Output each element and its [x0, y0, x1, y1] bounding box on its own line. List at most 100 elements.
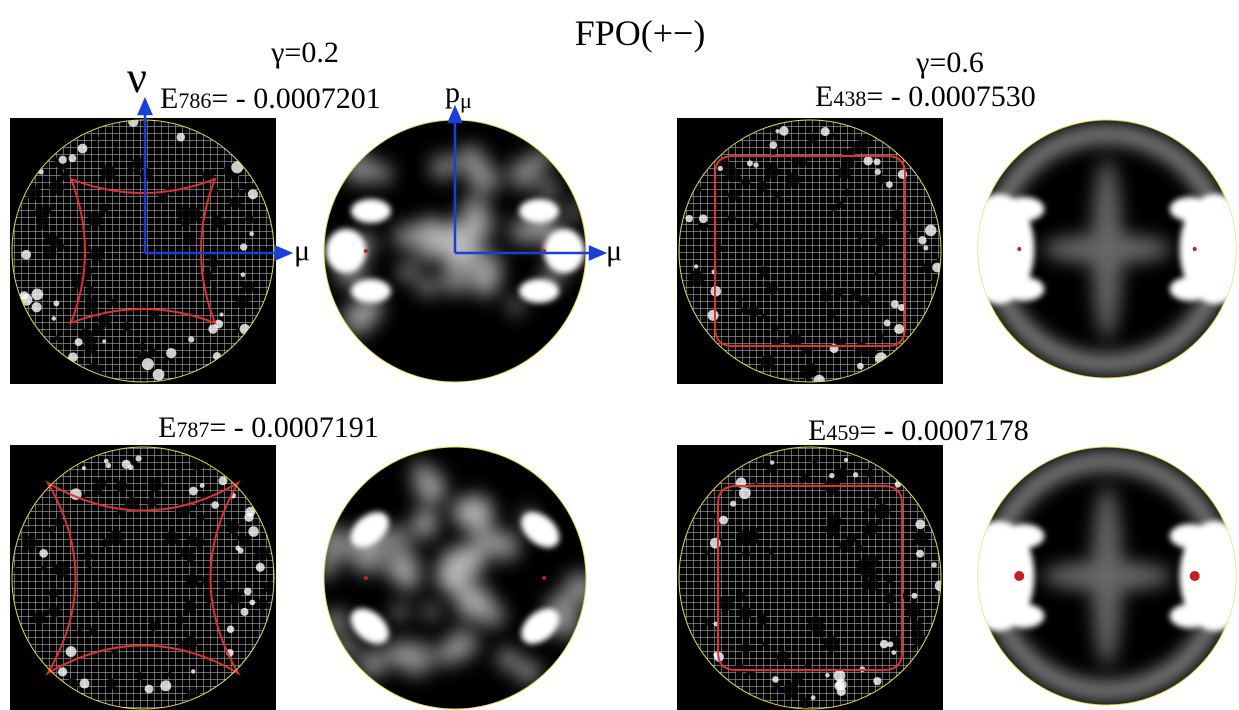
- blob: [736, 538, 742, 544]
- bright-spot: [779, 126, 788, 135]
- bright-spot: [837, 687, 846, 696]
- blob: [843, 189, 851, 197]
- blob: [762, 641, 768, 647]
- bright-spot: [875, 169, 881, 175]
- bright-spot: [104, 459, 109, 464]
- blob: [873, 491, 880, 498]
- blob: [235, 295, 249, 309]
- blob: [785, 172, 799, 186]
- bright-spot: [32, 302, 42, 312]
- bright-spot: [884, 320, 891, 327]
- bright-spot: [925, 225, 936, 236]
- bright-spot: [863, 156, 872, 165]
- bright-spot: [880, 640, 889, 649]
- blob: [226, 520, 239, 533]
- bright-spot: [160, 680, 171, 691]
- bright-region: [1004, 524, 1044, 548]
- blob: [114, 674, 119, 679]
- blob: [168, 672, 173, 677]
- energy-value: = - 0.0007530: [866, 80, 1035, 113]
- blob: [800, 697, 811, 708]
- blob: [776, 651, 788, 663]
- gamma-label: γ=0.2: [270, 36, 339, 69]
- bright-spot: [32, 289, 44, 301]
- blob: [859, 134, 872, 147]
- blob: [875, 234, 888, 247]
- blob: [800, 365, 814, 379]
- blob: [211, 215, 223, 227]
- blob: [391, 604, 408, 621]
- bright-region: [351, 279, 391, 303]
- blob: [771, 325, 779, 333]
- blob: [183, 232, 196, 245]
- blob: [87, 212, 102, 227]
- blob: [479, 602, 505, 628]
- blob: [698, 224, 704, 230]
- blob: [232, 187, 239, 194]
- bright-spot: [699, 214, 708, 223]
- bright-spot: [39, 549, 48, 558]
- blob: [830, 204, 837, 211]
- blob: [727, 214, 736, 223]
- blob: [393, 224, 419, 250]
- bright-region: [1170, 197, 1210, 221]
- blob: [892, 210, 903, 221]
- bright-spot: [200, 483, 205, 488]
- blob: [741, 306, 748, 313]
- blob: [48, 526, 54, 532]
- axis-label: μ: [606, 234, 622, 267]
- bright-region: [351, 199, 391, 223]
- blob: [45, 233, 55, 243]
- energy-label: E438= - 0.0007530: [815, 80, 1036, 113]
- blob: [738, 297, 743, 302]
- blob: [196, 503, 200, 507]
- husimi: [964, 134, 1239, 364]
- blob: [855, 544, 863, 552]
- blob: [753, 222, 760, 229]
- blob: [204, 591, 216, 603]
- bright-spot: [189, 487, 198, 496]
- blob: [148, 478, 162, 492]
- figure: FPO(+−) γ=0.2 γ=0.6 E786= - 0.0007201 E4…: [0, 0, 1239, 710]
- bright-spot: [853, 472, 858, 477]
- panel-image: [10, 117, 276, 384]
- blob: [768, 549, 774, 555]
- bright-spot: [220, 312, 224, 316]
- blob: [748, 306, 760, 318]
- blob: [857, 233, 863, 239]
- bright-spot: [825, 673, 830, 678]
- bright-spot: [911, 593, 917, 599]
- bright-spot: [241, 272, 246, 277]
- blob: [824, 636, 840, 652]
- blob: [71, 274, 86, 289]
- blob: [43, 246, 56, 259]
- blob: [175, 616, 184, 625]
- blob: [875, 504, 890, 519]
- blob: [101, 539, 109, 547]
- blob: [834, 288, 844, 298]
- blob: [218, 580, 227, 589]
- blob: [61, 172, 69, 180]
- blob: [79, 241, 88, 250]
- blob: [779, 313, 784, 318]
- blob: [844, 149, 855, 160]
- blob: [94, 602, 102, 610]
- blob: [906, 602, 922, 618]
- bright-spot: [894, 324, 904, 334]
- blob: [99, 203, 108, 212]
- blob: [791, 673, 802, 684]
- bright-spot: [730, 501, 736, 507]
- blob: [759, 266, 770, 277]
- blob: [851, 290, 860, 299]
- bright-spot: [915, 519, 925, 529]
- blob: [147, 497, 157, 507]
- blob: [230, 197, 242, 209]
- blob: [418, 277, 438, 297]
- blob: [132, 157, 144, 169]
- blob: [399, 641, 434, 676]
- bright-spot: [58, 667, 67, 676]
- blob: [718, 595, 733, 610]
- blob: [49, 605, 61, 617]
- bright-spot: [694, 264, 698, 268]
- arrowhead: [139, 100, 151, 114]
